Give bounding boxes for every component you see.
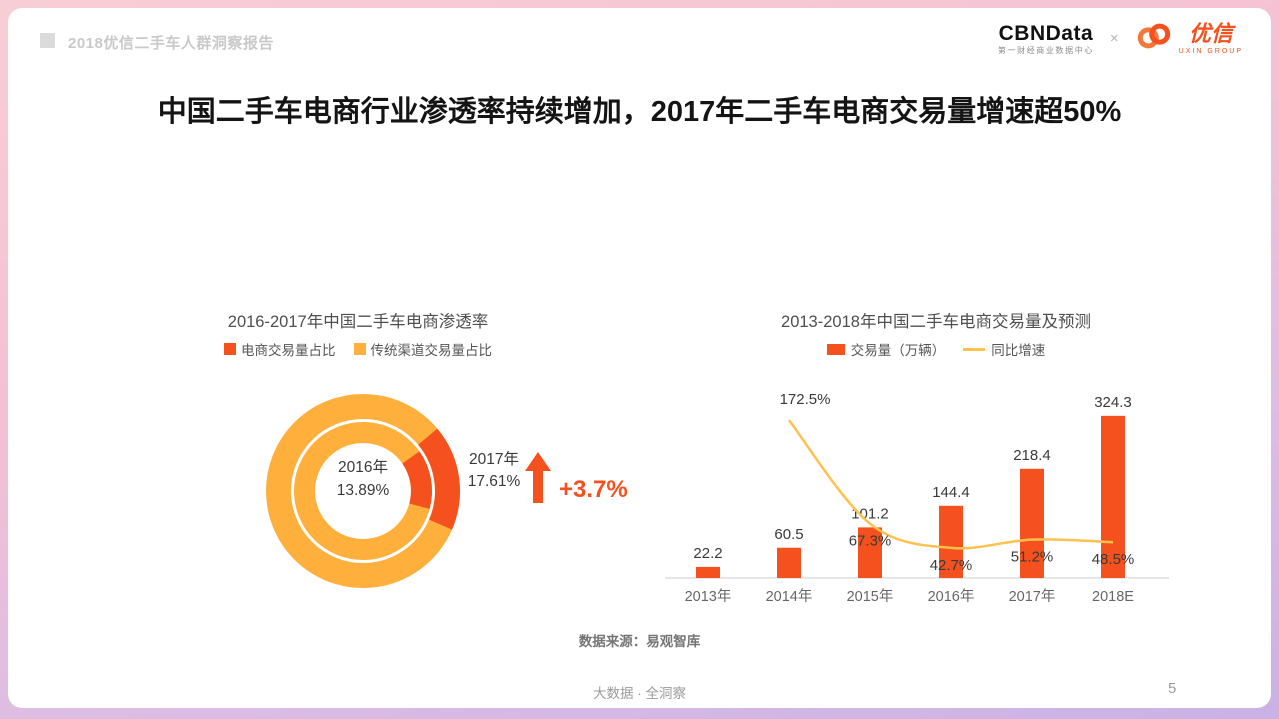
legend-item-growth: 同比增速: [963, 339, 1045, 359]
footer-slogan: 大数据 · 全洞察: [593, 686, 686, 701]
bar-2018E: [1101, 415, 1125, 578]
bar-chart-title: 2013-2018年中国二手车电商交易量及预测: [781, 313, 1091, 331]
penetration-donut-chart: [266, 394, 460, 588]
donut-center-label: 2016年 13.89%: [336, 459, 390, 499]
bar-value-label: 144.4: [932, 484, 970, 501]
donut-legend: 电商交易量占比 传统渠道交易量占比: [138, 339, 578, 359]
x-tick-label: 2017年: [1009, 588, 1056, 605]
donut-chart-title: 2016-2017年中国二手车电商渗透率: [227, 313, 489, 331]
bar-value-label: 218.4: [1013, 447, 1051, 464]
cbndata-subtitle: 第一财经商业数据中心: [997, 45, 1094, 55]
growth-label: 67.3%: [849, 533, 892, 550]
donut-outer-label: 2017年 17.61%: [467, 451, 521, 490]
legend-item-volume: 交易量（万辆）: [826, 339, 945, 359]
bar-2014年: [777, 547, 801, 578]
uxin-rings-icon: [1135, 22, 1173, 55]
bar-2017年: [1020, 468, 1044, 578]
bar-chart-legend: 交易量（万辆） 同比增速: [681, 339, 1191, 359]
cbndata-wordmark: CBNData: [998, 21, 1094, 45]
x-tick-label: 2018E: [1092, 589, 1134, 605]
delta-label: +3.7%: [559, 476, 628, 503]
x-tick-label: 2016年: [928, 588, 975, 605]
volume-bar-chart: 22.2 2013年 60.5 2014年 101.2 2015年 144.4 2016年 21…: [665, 391, 1169, 605]
bar-value-label: 22.2: [693, 545, 722, 562]
ecommerce-swatch-icon: [224, 343, 236, 355]
growth-line: [788, 419, 1114, 550]
growth-line-swatch-icon: [963, 347, 986, 351]
cbndata-logo: CBNData 第一财经商业数据中心: [998, 23, 1094, 55]
header-square-icon: [40, 33, 55, 48]
volume-swatch-icon: [826, 343, 845, 355]
page-title: 中国二手车电商行业渗透率持续增加，2017年二手车电商交易量增速超50%: [157, 96, 1122, 128]
growth-label: 172.5%: [780, 391, 831, 408]
growth-label: 48.5%: [1092, 551, 1135, 568]
data-source: 数据来源：易观智库: [578, 634, 701, 649]
bar-value-label: 324.3: [1094, 394, 1132, 411]
x-tick-label: 2015年: [847, 588, 894, 605]
uxin-logo: 优信 UXIN GROUP: [1135, 22, 1243, 55]
bar-value-label: 101.2: [851, 505, 889, 522]
uxin-wordmark: 优信 UXIN GROUP: [1178, 20, 1243, 55]
traditional-swatch-icon: [353, 343, 366, 355]
growth-label: 42.7%: [930, 557, 973, 574]
growth-label: 51.2%: [1011, 549, 1054, 566]
bar-2013年: [696, 566, 720, 578]
legend-item-traditional: 传统渠道交易量占比: [353, 339, 492, 359]
report-title: 2018优信二手车人群洞察报告: [68, 35, 274, 52]
logo-cluster: CBNData 第一财经商业数据中心 × 优信 UXIN GROUP: [998, 22, 1243, 55]
x-tick-label: 2014年: [766, 588, 813, 605]
x-tick-label: 2013年: [685, 588, 732, 605]
slide-card: 2018优信二手车人群洞察报告 CBNData 第一财经商业数据中心 ×: [8, 8, 1271, 708]
legend-item-ecommerce: 电商交易量占比: [224, 339, 336, 359]
bar-value-label: 60.5: [774, 526, 803, 543]
bar-2015年: [858, 527, 882, 578]
increase-arrow-icon: [525, 452, 551, 503]
page-number: 5: [1168, 680, 1177, 697]
bar-2016年: [939, 505, 963, 578]
logo-separator: ×: [1109, 30, 1119, 47]
